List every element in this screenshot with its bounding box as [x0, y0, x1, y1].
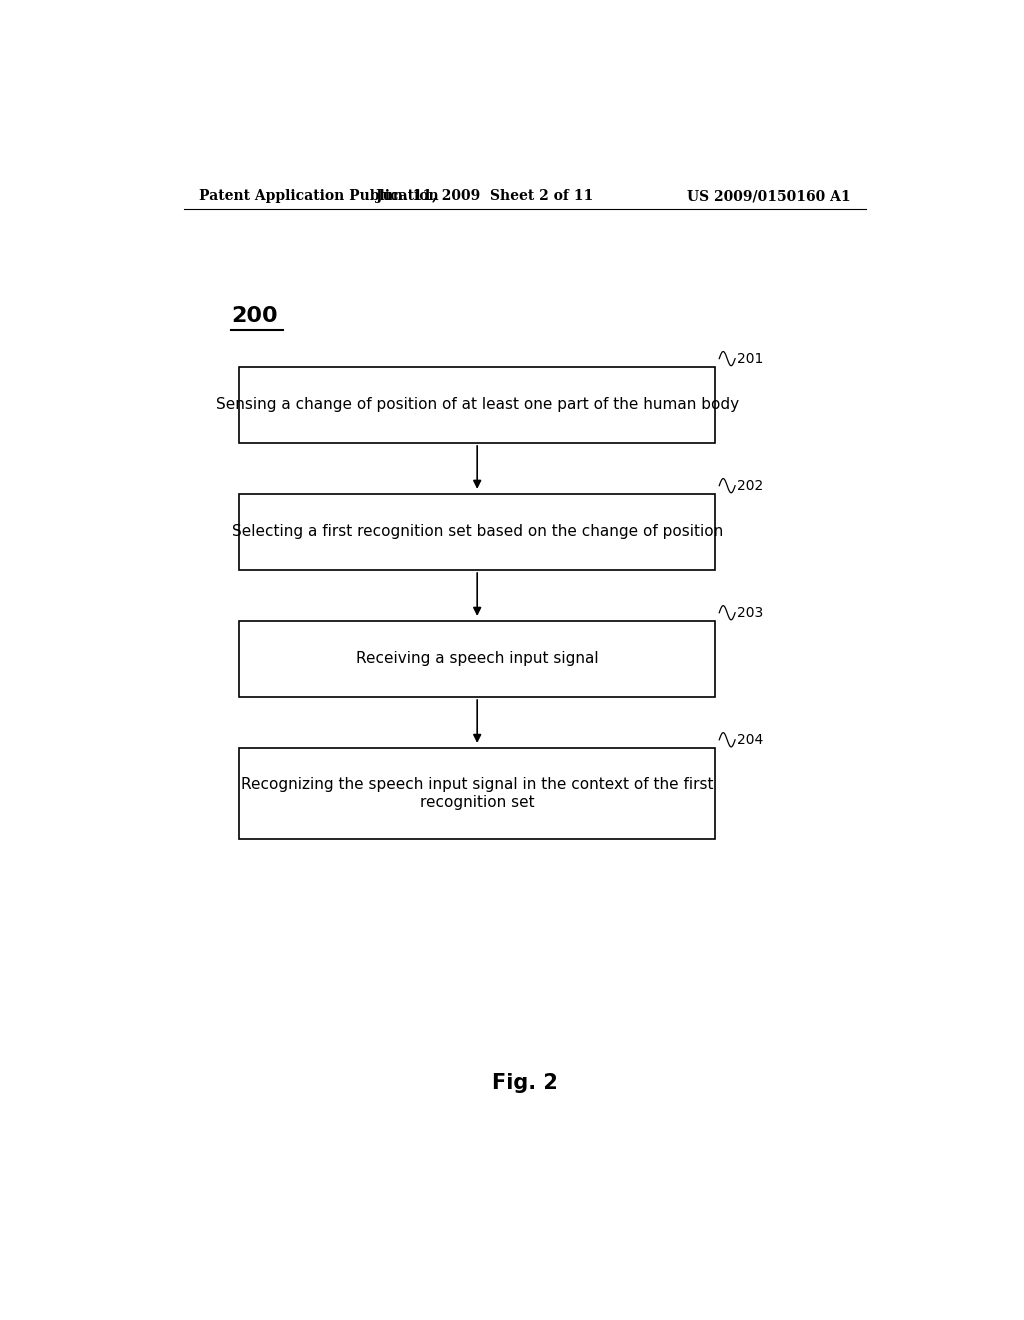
Text: Jun. 11, 2009  Sheet 2 of 11: Jun. 11, 2009 Sheet 2 of 11: [377, 189, 594, 203]
Text: 200: 200: [231, 306, 278, 326]
Text: Receiving a speech input signal: Receiving a speech input signal: [356, 652, 598, 667]
Text: 202: 202: [736, 479, 763, 492]
FancyBboxPatch shape: [240, 620, 715, 697]
Text: Fig. 2: Fig. 2: [492, 1073, 558, 1093]
Text: US 2009/0150160 A1: US 2009/0150160 A1: [686, 189, 850, 203]
Text: Sensing a change of position of at least one part of the human body: Sensing a change of position of at least…: [216, 397, 738, 412]
FancyBboxPatch shape: [240, 367, 715, 444]
FancyBboxPatch shape: [240, 494, 715, 570]
Text: Recognizing the speech input signal in the context of the first
recognition set: Recognizing the speech input signal in t…: [241, 777, 714, 810]
FancyBboxPatch shape: [240, 748, 715, 840]
Text: 201: 201: [736, 351, 763, 366]
Text: 204: 204: [736, 733, 763, 747]
Text: 203: 203: [736, 606, 763, 619]
Text: Selecting a first recognition set based on the change of position: Selecting a first recognition set based …: [231, 524, 723, 540]
Text: Patent Application Publication: Patent Application Publication: [200, 189, 439, 203]
